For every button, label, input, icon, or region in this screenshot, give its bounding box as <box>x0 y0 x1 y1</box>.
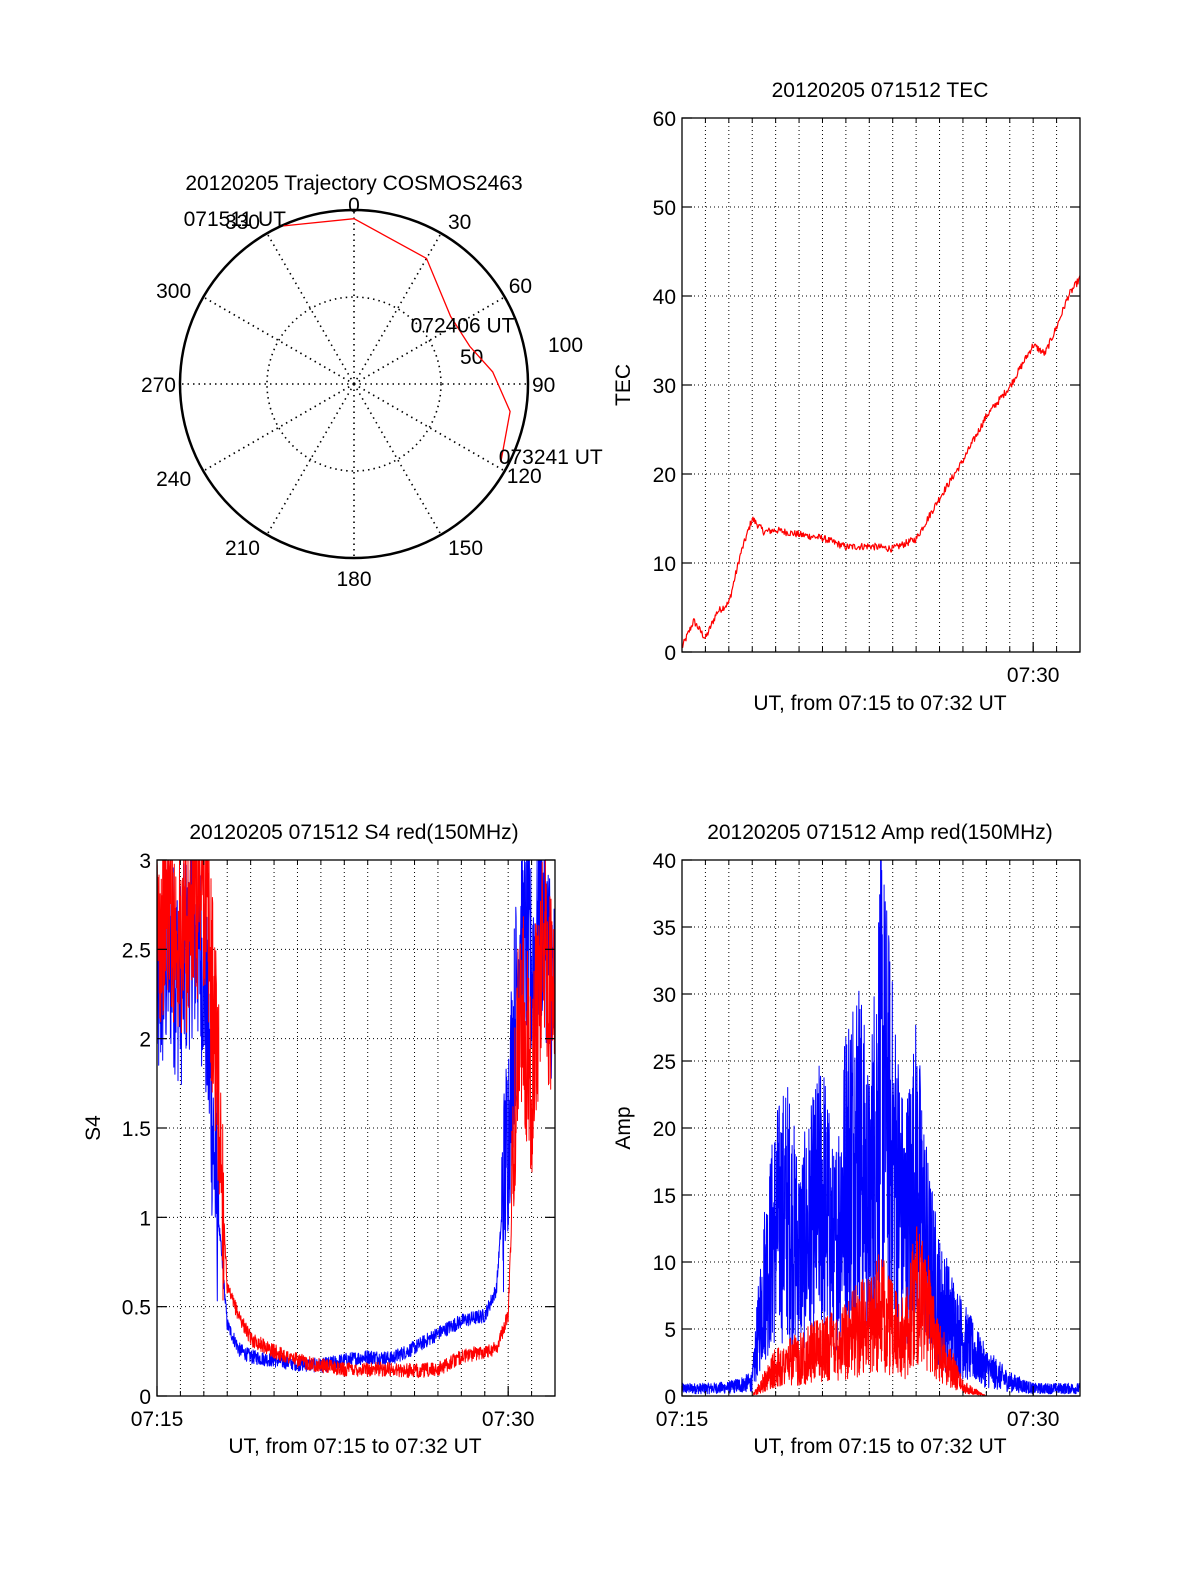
amp-title: 20120205 071512 Amp red(150MHz) <box>707 821 1053 844</box>
azimuth-label: 210 <box>225 537 260 560</box>
polar-spoke <box>202 383 355 472</box>
amp-ylabel: Amp <box>612 1106 635 1149</box>
trajectory-series <box>283 218 511 463</box>
trajectory-annotation: 072406 UT <box>411 314 515 337</box>
y-tick-label: 50 <box>653 197 676 220</box>
trajectory-annotations: 071511 UT 072406 UT 073241 UT <box>184 208 603 469</box>
y-tick-label: 20 <box>653 1118 676 1141</box>
s4-title: 20120205 071512 S4 red(150MHz) <box>189 821 518 844</box>
azimuth-label: 0 <box>348 194 360 217</box>
trajectory-annotation: 071511 UT <box>184 208 287 231</box>
azimuth-label: 180 <box>336 568 371 591</box>
tec-grid <box>682 117 1080 653</box>
y-tick-label: 40 <box>653 850 676 873</box>
y-tick-label: 10 <box>653 553 676 576</box>
azimuth-label: 300 <box>156 280 191 303</box>
y-tick-label: 0 <box>139 1386 151 1409</box>
x-tick-label: 07:15 <box>131 1408 184 1431</box>
tec-xlabel: UT, from 07:15 to 07:32 UT <box>753 692 1006 715</box>
y-tick-label: 35 <box>653 917 676 940</box>
amp-panel: 20120205 071512 Amp red(150MHz) 0 5 10 15 20… <box>612 821 1081 1458</box>
y-tick-label: 10 <box>653 1252 676 1275</box>
polar-spoke <box>353 383 442 536</box>
y-tick-label: 0 <box>664 642 676 665</box>
azimuth-labels: 0 30 60 90 120 150 180 210 240 270 300 330 <box>141 194 555 591</box>
polar-grid <box>178 208 530 560</box>
polar-inner-ring <box>266 296 442 472</box>
y-tick-label: 25 <box>653 1051 676 1074</box>
tec-ylabel: TEC <box>612 364 635 406</box>
s4-xlabel: UT, from 07:15 to 07:32 UT <box>228 1435 481 1458</box>
polar-spoke <box>353 296 506 385</box>
elevation-ring-labels: 50 100 <box>460 334 583 369</box>
azimuth-label: 240 <box>156 468 191 491</box>
tec-title: 20120205 071512 TEC <box>772 79 989 102</box>
x-tick-label: 07:30 <box>1007 1408 1060 1431</box>
polar-spoke <box>266 383 355 536</box>
y-tick-label: 40 <box>653 286 676 309</box>
azimuth-label: 30 <box>448 211 471 234</box>
tec-series <box>681 275 1081 648</box>
y-tick-label: 2 <box>139 1029 151 1052</box>
y-tick-label: 30 <box>653 984 676 1007</box>
trajectory-title: 20120205 Trajectory COSMOS2463 <box>185 172 522 195</box>
y-tick-label: 3 <box>139 850 151 873</box>
azimuth-label: 90 <box>532 374 555 397</box>
y-tick-label: 2.5 <box>122 939 151 962</box>
amp-axes: 0 5 10 15 20 25 30 35 40 07:15 07:30 <box>653 850 1081 1431</box>
y-tick-label: 5 <box>664 1319 676 1342</box>
y-tick-label: 0.5 <box>122 1297 151 1320</box>
series-line <box>681 275 1081 648</box>
azimuth-label: 60 <box>509 275 532 298</box>
polar-spoke <box>353 383 506 472</box>
s4-series <box>156 859 556 1379</box>
ring-label: 100 <box>548 334 583 357</box>
y-tick-label: 20 <box>653 464 676 487</box>
s4-ylabel: S4 <box>82 1115 105 1141</box>
s4-axes: 0 0.5 1 1.5 2 2.5 3 07:15 07:30 <box>122 850 556 1431</box>
y-tick-label: 1 <box>139 1207 151 1230</box>
trajectory-panel: 20120205 Trajectory COSMOS2463 0 30 60 90 12… <box>141 172 603 591</box>
polar-spoke <box>266 232 355 385</box>
polar-spoke <box>202 296 355 385</box>
y-tick-label: 60 <box>653 108 676 131</box>
polar-outer-ring <box>178 208 530 560</box>
series-line <box>156 859 556 1379</box>
x-tick-label: 07:15 <box>656 1408 709 1431</box>
s4-panel: 20120205 071512 S4 red(150MHz) 0 0.5 1 1.5 2… <box>82 821 556 1458</box>
ring-label: 50 <box>460 346 483 369</box>
azimuth-label: 270 <box>141 374 176 397</box>
x-tick-label: 07:30 <box>482 1408 535 1431</box>
y-tick-label: 1.5 <box>122 1118 151 1141</box>
tec-axes: 0 10 20 30 40 50 60 07:30 <box>653 108 1081 687</box>
azimuth-label: 120 <box>507 465 542 488</box>
tec-panel: 20120205 071512 TEC 0 10 20 30 40 50 60 07:30 T… <box>612 79 1081 715</box>
azimuth-label: 330 <box>225 211 260 234</box>
x-tick-label: 07:30 <box>1007 664 1060 687</box>
trajectory-line <box>283 218 511 463</box>
y-tick-label: 15 <box>653 1185 676 1208</box>
y-tick-label: 0 <box>664 1386 676 1409</box>
trajectory-annotation: 073241 UT <box>499 446 603 469</box>
amp-xlabel: UT, from 07:15 to 07:32 UT <box>753 1435 1006 1458</box>
y-tick-label: 30 <box>653 375 676 398</box>
polar-spoke <box>353 232 442 385</box>
azimuth-label: 150 <box>448 537 483 560</box>
